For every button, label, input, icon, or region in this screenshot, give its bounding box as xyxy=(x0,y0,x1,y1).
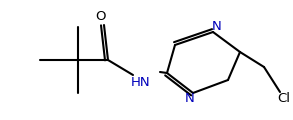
Text: O: O xyxy=(96,11,106,24)
Text: HN: HN xyxy=(131,75,151,89)
Text: N: N xyxy=(185,93,195,105)
Text: N: N xyxy=(212,19,222,33)
Text: Cl: Cl xyxy=(277,91,290,105)
